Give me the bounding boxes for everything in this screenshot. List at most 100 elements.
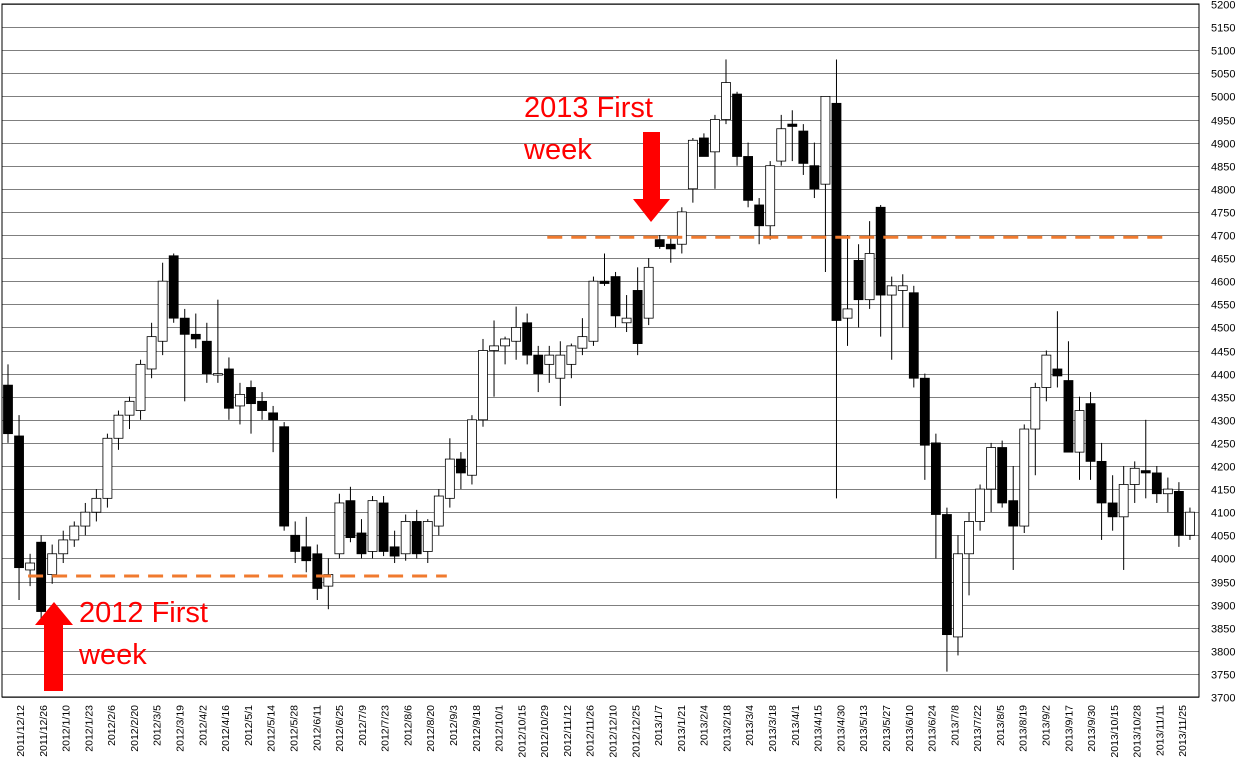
candle bbox=[953, 535, 963, 656]
x-tick-label: 2012/11/12 bbox=[562, 705, 574, 757]
x-tick-label: 2012/10/1 bbox=[494, 705, 506, 752]
candle-body bbox=[1052, 368, 1063, 377]
candle bbox=[135, 359, 146, 420]
candle bbox=[345, 486, 356, 543]
y-tick-label: 3950 bbox=[1211, 578, 1235, 590]
candle-body bbox=[809, 165, 820, 190]
candle bbox=[544, 345, 555, 383]
candle-body bbox=[665, 243, 676, 250]
candle-body bbox=[179, 317, 190, 335]
candle-body bbox=[599, 280, 610, 284]
candle bbox=[444, 438, 455, 508]
candle-body bbox=[710, 119, 720, 153]
x-tick-label: 2012/12/10 bbox=[608, 705, 620, 758]
y-tick-label: 4400 bbox=[1211, 370, 1235, 382]
candle bbox=[997, 440, 1008, 508]
candle-body bbox=[643, 266, 654, 319]
x-tick-label: 2013/4/30 bbox=[835, 705, 847, 752]
x-tick-label: 2012/7/9 bbox=[357, 705, 369, 746]
candle-body bbox=[1162, 488, 1173, 495]
candle-body bbox=[224, 368, 234, 409]
candle bbox=[69, 521, 80, 547]
x-tick-label: 2013/3/18 bbox=[767, 705, 779, 752]
y-tick-label: 4100 bbox=[1211, 508, 1235, 520]
candle bbox=[875, 204, 886, 337]
annotation-2012-line2: week bbox=[78, 639, 147, 671]
candle bbox=[91, 489, 102, 522]
x-tick-label: 2012/10/29 bbox=[539, 705, 551, 758]
candle bbox=[224, 357, 234, 420]
candle bbox=[533, 345, 544, 393]
x-tick-label: 2012/5/28 bbox=[289, 705, 301, 752]
candle bbox=[1030, 382, 1041, 476]
y-tick-label: 4300 bbox=[1211, 416, 1235, 428]
candle-body bbox=[776, 128, 787, 162]
y-tick-label: 4250 bbox=[1211, 439, 1235, 451]
candle-body bbox=[367, 500, 378, 552]
x-tick-label: 2013/10/28 bbox=[1132, 705, 1144, 758]
candle-body bbox=[257, 400, 267, 411]
candle bbox=[102, 433, 113, 508]
candle bbox=[47, 544, 58, 584]
candle-body bbox=[334, 502, 345, 555]
candle bbox=[908, 285, 919, 388]
candle bbox=[654, 235, 665, 249]
candle bbox=[3, 364, 13, 443]
x-tick-label: 2012/1/10 bbox=[61, 705, 73, 752]
candle-body bbox=[3, 384, 13, 435]
candle-body bbox=[798, 130, 809, 164]
candle bbox=[986, 442, 997, 513]
candle-body bbox=[975, 488, 985, 522]
candle bbox=[1174, 482, 1184, 547]
candle-body bbox=[721, 82, 731, 120]
candle-body bbox=[942, 514, 952, 636]
x-tick-label: 2012/2/20 bbox=[129, 705, 141, 752]
x-tick-label: 2013/8/5 bbox=[995, 705, 1007, 746]
candle bbox=[1041, 350, 1052, 402]
candle bbox=[1008, 466, 1019, 570]
candle bbox=[157, 262, 168, 356]
candle bbox=[455, 452, 466, 490]
candle-body bbox=[69, 525, 80, 541]
candle bbox=[467, 415, 477, 485]
candle-body bbox=[511, 326, 522, 342]
candle-body bbox=[1140, 470, 1151, 474]
candle bbox=[831, 59, 842, 499]
x-tick-label: 2012/4/2 bbox=[197, 705, 209, 746]
candle bbox=[168, 253, 179, 323]
candle-body bbox=[312, 553, 323, 589]
candle bbox=[1151, 466, 1162, 503]
candle-body bbox=[533, 354, 544, 374]
candle-body bbox=[168, 255, 179, 319]
candle-body bbox=[897, 285, 908, 291]
candle bbox=[886, 276, 897, 360]
candle-body bbox=[25, 562, 35, 571]
candle bbox=[489, 320, 499, 397]
candle bbox=[1096, 442, 1107, 540]
annotation-2013-line2: week bbox=[523, 134, 592, 166]
candle bbox=[58, 530, 69, 564]
arrow-down-icon bbox=[633, 132, 670, 222]
annotation-2012-line1: 2012 First bbox=[79, 597, 208, 629]
y-tick-label: 5100 bbox=[1211, 46, 1235, 58]
candle-body bbox=[135, 363, 146, 411]
candle bbox=[1140, 419, 1151, 499]
x-tick-label: 2012/10/15 bbox=[516, 705, 528, 758]
candle bbox=[919, 373, 930, 480]
candle bbox=[433, 489, 444, 536]
y-tick-label: 4550 bbox=[1211, 300, 1235, 312]
x-tick-label: 2013/7/8 bbox=[949, 705, 961, 746]
candle-body bbox=[787, 123, 798, 127]
x-tick-label: 2012/2/6 bbox=[106, 705, 118, 746]
x-tick-label: 2013/3/4 bbox=[744, 705, 756, 746]
candle-body bbox=[433, 495, 444, 527]
candle bbox=[400, 514, 411, 561]
x-tick-label: 2012/6/11 bbox=[311, 705, 323, 751]
candle-body bbox=[102, 437, 113, 499]
candle bbox=[787, 110, 798, 162]
x-tick-label: 2012/6/25 bbox=[334, 705, 346, 752]
candle bbox=[411, 509, 422, 559]
candle-body bbox=[389, 546, 400, 557]
